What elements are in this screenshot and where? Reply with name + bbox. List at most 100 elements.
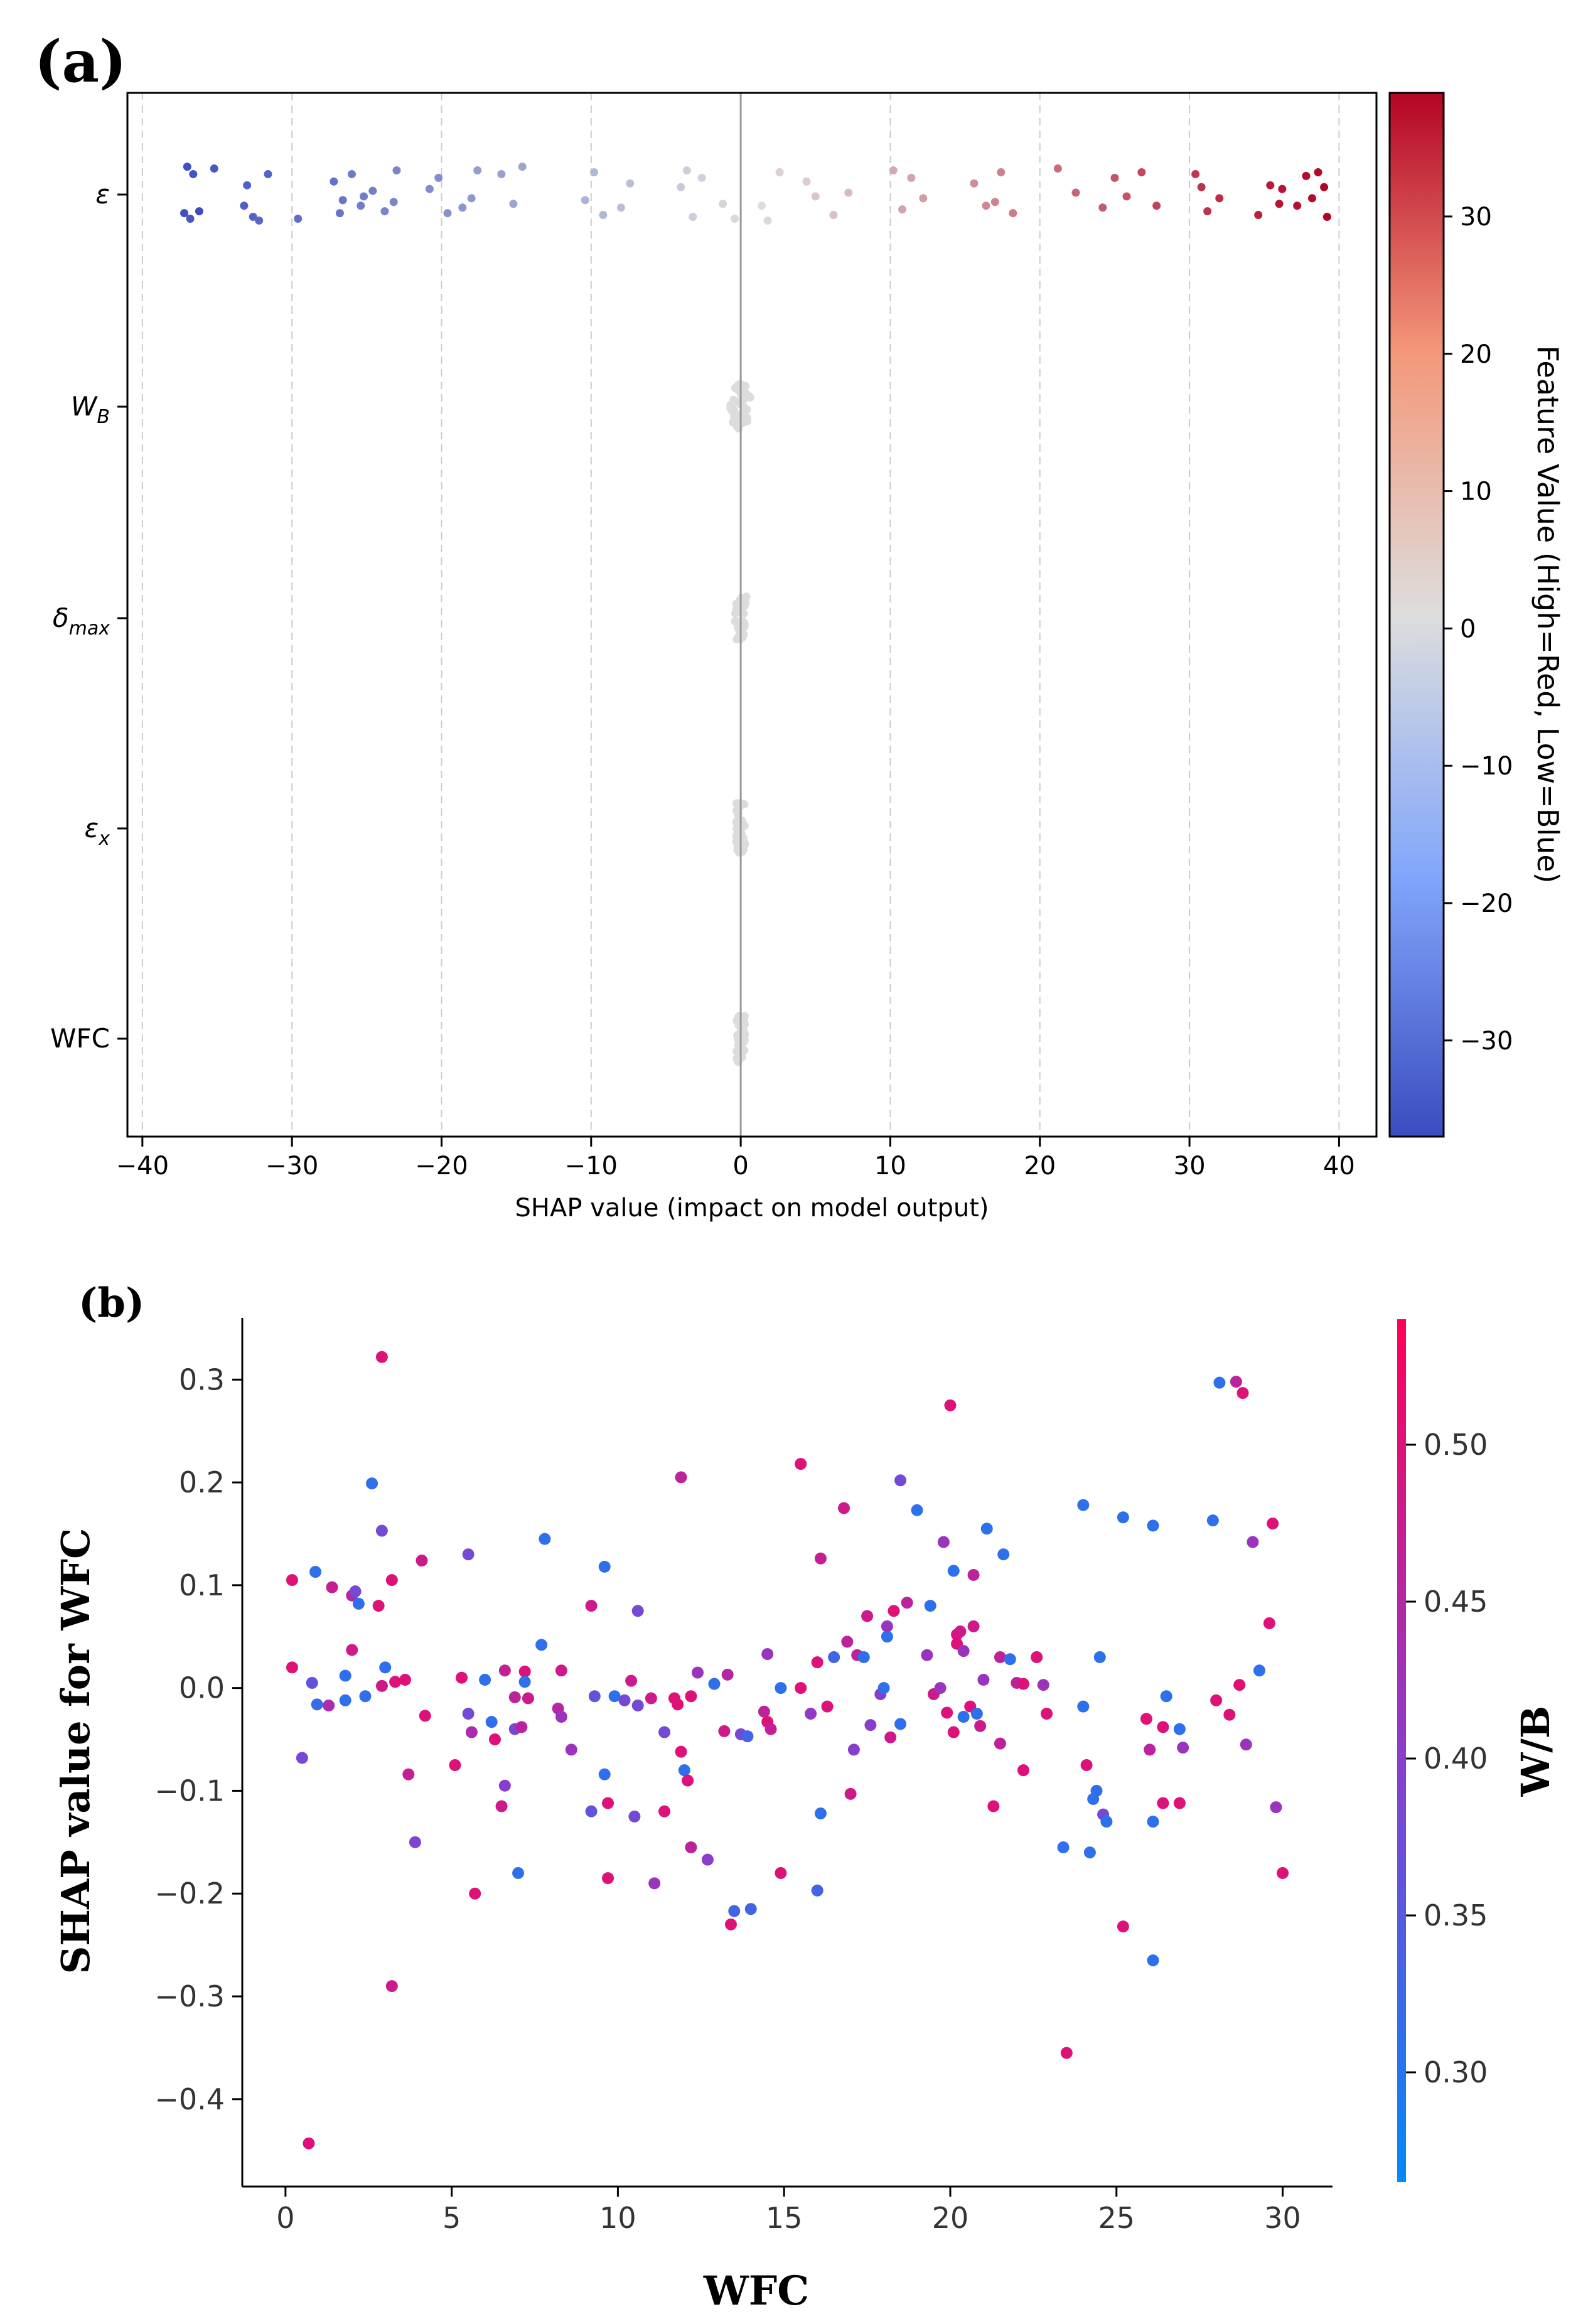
panel-a-point <box>740 619 749 628</box>
panel-b-point <box>1177 1742 1189 1754</box>
panel-a-point <box>581 196 589 205</box>
panel-b-point <box>724 1918 737 1930</box>
panel-a-point <box>338 196 347 205</box>
panel-b-point <box>402 1768 415 1780</box>
panel-a-point <box>509 200 518 208</box>
panel-b-point <box>877 1682 890 1695</box>
panel-a-point <box>1152 201 1161 210</box>
panel-a-point <box>183 163 191 171</box>
panel-a-colorbar-tick-label: −10 <box>1460 752 1513 781</box>
panel-b-point <box>625 1674 638 1687</box>
panel-b-point <box>941 1706 953 1719</box>
panel-a-point <box>249 213 257 222</box>
panel-a-point <box>1293 201 1302 210</box>
panel-b-label: (b) <box>78 1280 144 1327</box>
panel-a-point <box>1275 200 1284 208</box>
panel-b-x-tick-label: 10 <box>599 2201 636 2235</box>
panel-a: (a) −40 −30 −20 −10 0 10 20 30 40 ε WB δmax εx WFC S… <box>35 28 1565 1223</box>
panel-b-point <box>485 1716 498 1728</box>
panel-b-point <box>1147 1519 1159 1532</box>
panel-b-point <box>805 1708 817 1720</box>
panel-b-point <box>1157 1721 1169 1733</box>
panel-b-point <box>465 1726 478 1738</box>
panel-b-point <box>718 1725 731 1737</box>
panel-b-point <box>479 1674 491 1686</box>
panel-b-point <box>1080 1759 1093 1771</box>
panel-b-point <box>672 1698 684 1711</box>
panel-b-point <box>701 1853 714 1866</box>
panel-b-point <box>828 1651 840 1663</box>
panel-b-point <box>296 1752 308 1764</box>
panel-a-colorbar-tick-label: 30 <box>1460 203 1492 232</box>
panel-a-y-tick-label: WFC <box>50 1023 110 1054</box>
panel-a-colorbar-tick-label: 20 <box>1460 340 1492 369</box>
panel-b-point <box>685 1690 697 1703</box>
panel-a-point <box>919 194 928 203</box>
panel-b: (b) 0 5 10 15 20 25 30 0.3 0.2 0.1 0.0 −0.1 −0.2 −0.… <box>53 1280 1558 2315</box>
panel-b-point <box>309 1566 322 1578</box>
panel-a-colorbar-tick-label: 10 <box>1460 478 1492 506</box>
panel-b-point <box>535 1639 548 1651</box>
panel-a-point <box>616 203 625 212</box>
panel-b-point <box>1173 1723 1186 1735</box>
panel-b-point <box>449 1759 461 1771</box>
panel-a-point <box>731 214 739 223</box>
panel-a-point <box>740 1012 749 1020</box>
panel-a-point <box>719 200 727 208</box>
panel-b-point <box>1057 1841 1070 1854</box>
panel-a-point <box>1110 173 1119 182</box>
panel-b-point <box>311 1698 323 1711</box>
panel-b-point <box>934 1682 947 1695</box>
panel-b-x-tick-label: 0 <box>276 2201 294 2235</box>
panel-b-point <box>841 1636 854 1648</box>
panel-a-point <box>677 183 685 191</box>
panel-b-point <box>495 1800 508 1813</box>
panel-a-point <box>264 169 272 178</box>
panel-a-point <box>734 1053 743 1062</box>
panel-a-point <box>210 164 218 173</box>
panel-b-point <box>911 1504 923 1516</box>
panel-b-point <box>498 1779 511 1792</box>
panel-a-colorbar-ticks: 30 20 10 0 −10 −20 −30 <box>1444 203 1513 1056</box>
panel-b-point <box>728 1905 741 1917</box>
panel-b-point <box>954 1625 967 1638</box>
panel-b-point <box>795 1682 807 1695</box>
panel-b-point <box>1160 1690 1172 1703</box>
panel-b-point <box>598 1768 611 1780</box>
panel-b-y-tick-label: −0.3 <box>154 1979 225 2013</box>
panel-b-point <box>352 1597 365 1610</box>
panel-b-point <box>884 1731 897 1743</box>
panel-b-point <box>692 1666 704 1679</box>
panel-b-point <box>585 1600 598 1612</box>
panel-b-point <box>1206 1514 1219 1527</box>
panel-b-point <box>339 1694 351 1706</box>
panel-b-point <box>409 1836 421 1848</box>
panel-b-point <box>1037 1679 1049 1691</box>
panel-b-point <box>957 1710 970 1723</box>
panel-b-point <box>1236 1387 1249 1400</box>
panel-b-point <box>379 1661 392 1674</box>
panel-b-point <box>994 1651 1006 1663</box>
panel-a-point <box>811 192 820 201</box>
panel-b-point <box>1017 1678 1029 1690</box>
panel-b-point <box>685 1841 697 1854</box>
panel-b-point <box>857 1651 870 1663</box>
panel-a-point <box>1308 194 1317 203</box>
panel-b-point <box>944 1399 957 1411</box>
panel-b-colorbar-ticks: 0.50 0.45 0.40 0.35 0.30 <box>1406 1428 1488 2089</box>
panel-b-point <box>658 1805 671 1818</box>
panel-b-y-axis-label: SHAP value for WFC <box>53 1528 99 1974</box>
panel-a-point <box>1098 203 1107 212</box>
panel-a-y-tick-label: εx <box>85 813 110 850</box>
panel-b-point <box>1267 1518 1279 1530</box>
panel-b-point <box>675 1745 687 1758</box>
panel-b-point <box>947 1565 960 1577</box>
panel-b-point <box>1210 1694 1223 1706</box>
panel-b-point <box>682 1774 694 1787</box>
panel-b-point <box>323 1699 335 1711</box>
panel-b-point <box>1263 1617 1275 1629</box>
panel-b-colorbar-tick-label: 0.50 <box>1424 1428 1488 1462</box>
panel-a-x-tick-label: 0 <box>732 1152 748 1181</box>
panel-a-x-tick-label: 30 <box>1174 1152 1206 1181</box>
panel-a-point <box>425 185 434 193</box>
